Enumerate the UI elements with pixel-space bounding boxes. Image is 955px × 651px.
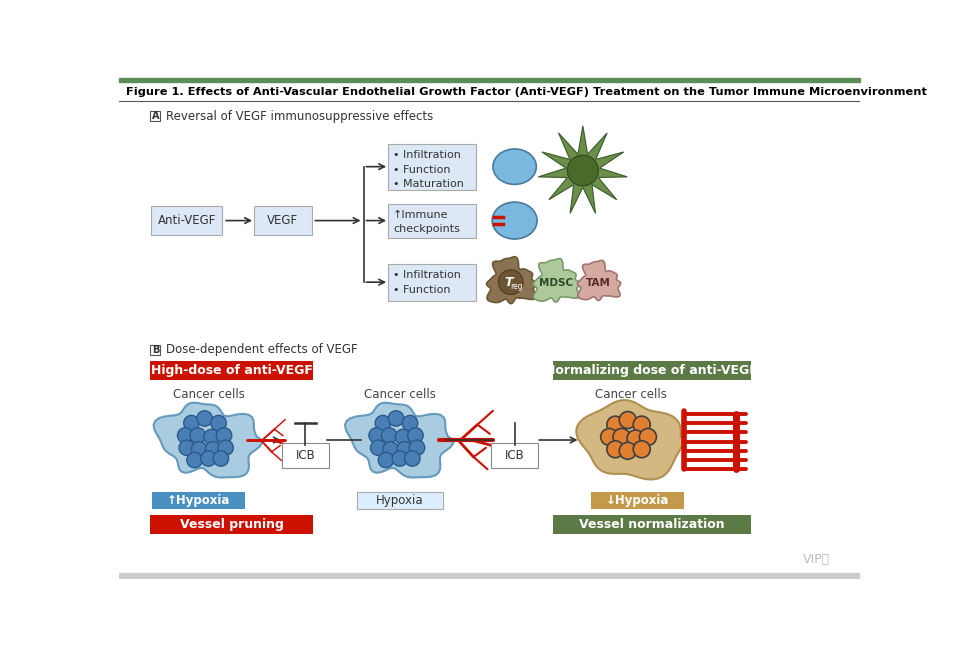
Circle shape: [405, 450, 420, 466]
Circle shape: [187, 452, 202, 467]
Text: Dose-dependent effects of VEGF: Dose-dependent effects of VEGF: [166, 343, 357, 356]
Text: Anti-VEGF: Anti-VEGF: [158, 214, 216, 227]
Circle shape: [633, 441, 650, 458]
Bar: [152, 492, 244, 508]
Circle shape: [183, 415, 200, 431]
Text: MDSC: MDSC: [539, 278, 573, 288]
Circle shape: [218, 440, 233, 456]
Circle shape: [201, 450, 216, 466]
Circle shape: [408, 428, 423, 443]
Circle shape: [633, 416, 650, 433]
Polygon shape: [539, 126, 627, 214]
Bar: [150, 361, 313, 380]
Bar: [553, 361, 751, 380]
Text: VEGF: VEGF: [267, 214, 299, 227]
Text: B: B: [152, 344, 159, 355]
Circle shape: [395, 429, 411, 445]
Circle shape: [178, 428, 193, 443]
Circle shape: [375, 415, 391, 431]
Circle shape: [378, 452, 393, 467]
FancyBboxPatch shape: [388, 144, 476, 190]
Polygon shape: [533, 258, 580, 302]
Polygon shape: [578, 260, 621, 301]
Circle shape: [179, 440, 195, 456]
FancyBboxPatch shape: [357, 492, 442, 508]
Circle shape: [369, 428, 385, 443]
Circle shape: [410, 440, 425, 456]
Text: VIP说: VIP说: [803, 553, 831, 566]
Text: Normalizing dose of anti-VEGF: Normalizing dose of anti-VEGF: [545, 364, 758, 377]
Circle shape: [499, 270, 523, 294]
Circle shape: [191, 441, 207, 457]
Circle shape: [383, 441, 398, 457]
Text: ICB: ICB: [295, 449, 315, 462]
Bar: [150, 516, 313, 534]
Text: Cancer cells: Cancer cells: [364, 389, 435, 402]
Polygon shape: [576, 400, 684, 480]
Text: reg: reg: [511, 281, 523, 290]
FancyBboxPatch shape: [150, 344, 160, 355]
Ellipse shape: [493, 149, 537, 184]
Text: ↑Hypoxia: ↑Hypoxia: [167, 493, 230, 506]
Circle shape: [601, 428, 618, 445]
Text: CD8⁺
T cell: CD8⁺ T cell: [499, 154, 530, 178]
Circle shape: [205, 441, 221, 457]
Text: Reversal of VEGF immunosuppressive effects: Reversal of VEGF immunosuppressive effec…: [166, 110, 434, 123]
Text: TAM: TAM: [585, 278, 611, 288]
Text: A: A: [152, 111, 159, 121]
Text: Vessel normalization: Vessel normalization: [579, 518, 725, 531]
Circle shape: [381, 428, 397, 443]
Text: ICB: ICB: [505, 449, 524, 462]
Text: Cancer cells: Cancer cells: [173, 389, 244, 402]
Circle shape: [213, 450, 228, 466]
Bar: [590, 492, 684, 508]
Circle shape: [619, 442, 636, 459]
Circle shape: [211, 415, 226, 431]
Text: ↓Hypoxia: ↓Hypoxia: [605, 493, 668, 506]
Polygon shape: [486, 256, 537, 304]
Circle shape: [389, 411, 404, 426]
Text: Cancer cells: Cancer cells: [595, 389, 667, 402]
Bar: [119, 78, 860, 82]
Text: High-dose of anti-VEGF: High-dose of anti-VEGF: [151, 364, 312, 377]
Circle shape: [397, 441, 413, 457]
Text: ↑Immune
checkpoints: ↑Immune checkpoints: [393, 210, 459, 234]
Circle shape: [203, 429, 220, 445]
FancyBboxPatch shape: [151, 206, 223, 235]
FancyBboxPatch shape: [388, 264, 476, 301]
Text: T: T: [504, 277, 513, 290]
Polygon shape: [345, 402, 454, 477]
Text: Figure 1. Effects of Anti-Vascular Endothelial Growth Factor (Anti-VEGF) Treatme: Figure 1. Effects of Anti-Vascular Endot…: [125, 87, 926, 97]
Text: • Infiltration
• Function: • Infiltration • Function: [393, 270, 461, 295]
FancyBboxPatch shape: [150, 111, 160, 121]
Circle shape: [371, 440, 386, 456]
Circle shape: [606, 441, 624, 458]
Circle shape: [567, 155, 599, 186]
Polygon shape: [154, 402, 262, 477]
Circle shape: [627, 430, 644, 447]
Circle shape: [402, 415, 417, 431]
Text: Hypoxia: Hypoxia: [376, 493, 424, 506]
Circle shape: [190, 428, 205, 443]
Circle shape: [393, 450, 408, 466]
FancyBboxPatch shape: [388, 204, 476, 238]
Circle shape: [613, 428, 630, 445]
Text: CD8⁺
T cell: CD8⁺ T cell: [500, 209, 532, 232]
Circle shape: [606, 416, 624, 433]
Text: • Infiltration
• Function
• Maturation: • Infiltration • Function • Maturation: [393, 150, 464, 189]
Bar: [553, 516, 751, 534]
Circle shape: [216, 428, 232, 443]
Text: Vessel pruning: Vessel pruning: [180, 518, 284, 531]
Bar: [119, 574, 860, 579]
FancyBboxPatch shape: [492, 443, 538, 467]
Circle shape: [197, 411, 212, 426]
Circle shape: [619, 411, 636, 428]
FancyBboxPatch shape: [254, 206, 311, 235]
Circle shape: [640, 428, 656, 445]
FancyBboxPatch shape: [282, 443, 329, 467]
Ellipse shape: [492, 202, 537, 239]
